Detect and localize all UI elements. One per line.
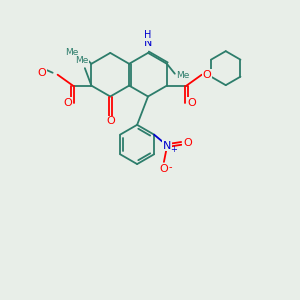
Text: O: O: [106, 116, 115, 126]
Text: O: O: [187, 98, 196, 108]
Text: Me: Me: [65, 48, 78, 57]
Text: N: N: [163, 140, 171, 151]
Text: N: N: [144, 38, 152, 48]
Text: O: O: [64, 98, 72, 108]
Text: O: O: [183, 138, 192, 148]
Text: H: H: [144, 30, 152, 40]
Text: O: O: [38, 68, 46, 78]
Text: O: O: [202, 70, 211, 80]
Text: -: -: [168, 162, 172, 172]
Text: +: +: [170, 145, 177, 154]
Text: Me: Me: [75, 56, 88, 65]
Text: Me: Me: [176, 71, 189, 80]
Text: O: O: [160, 164, 168, 174]
